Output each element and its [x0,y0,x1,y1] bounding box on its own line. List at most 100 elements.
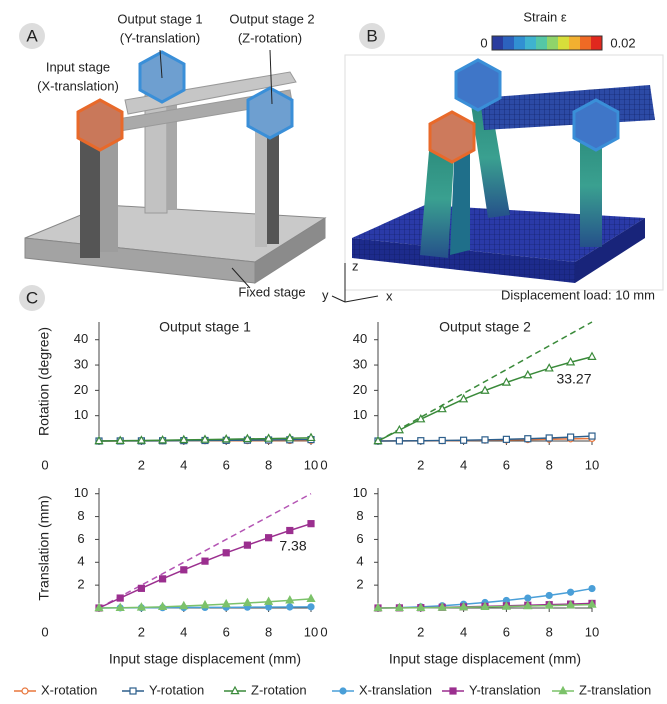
output-cube [574,100,618,150]
x-tick-label: 6 [223,457,230,472]
panel-b: B Strain ε 0 0.02 z y x Displacement loa… [322,9,663,303]
x-tick-label: 8 [265,457,272,472]
x-tick-label: 0 [320,624,327,639]
x-tick-label: 8 [265,624,272,639]
panel-label: A [26,26,38,45]
axis-arrow [332,296,345,302]
axis-arrow [345,296,378,302]
point [396,438,402,444]
colorbar-cell [591,36,603,50]
point [160,576,166,582]
annotation: Output stage 1 [117,11,202,26]
y-tick-label: 10 [353,485,367,500]
colorbar-cell [492,36,504,50]
x-tick-label: 8 [546,457,553,472]
annotation: (X-translation) [37,78,119,93]
pillar [100,140,118,252]
x-tick-label: 0 [41,624,48,639]
y-tick-label: 2 [356,577,363,592]
point [266,604,272,610]
colorbar-cell [503,36,515,50]
point [202,558,208,564]
point [223,550,229,556]
point [525,436,531,442]
y-tick-label: 20 [74,382,88,397]
colorbar-max: 0.02 [610,35,635,50]
y-axis-label: Rotation (degree) [36,327,52,436]
point [568,434,574,440]
value-label: 33.27 [556,370,591,386]
axis-name: y [322,287,329,302]
pillar [80,140,100,258]
x-tick-label: 4 [460,457,467,472]
x-tick-label: 10 [585,624,599,639]
point [503,436,509,442]
point [117,595,123,601]
legend-label: X-translation [359,682,432,697]
output-cube [248,88,292,138]
chart-title: Output stage 2 [439,319,531,335]
legend-marker [22,688,28,694]
input-cube [78,100,122,150]
colorbar-cell [558,36,570,50]
x-tick-label: 10 [304,457,318,472]
legend-label: Y-translation [469,682,541,697]
point [568,589,574,595]
annotation: (Y-translation) [120,30,200,45]
point [418,438,424,444]
x-tick-label: 6 [503,457,510,472]
legend-label: Z-translation [579,682,651,697]
point [461,437,467,443]
x-tick-label: 10 [585,457,599,472]
point [525,595,531,601]
point [307,595,314,602]
legend-label: Y-rotation [149,682,204,697]
y-tick-label: 6 [356,531,363,546]
series-line [378,357,592,441]
legend-marker [450,688,456,694]
figure: A Output stage 1 (Y-translation) Output … [0,0,667,704]
point [546,592,552,598]
x-tick-label: 0 [41,457,48,472]
point [588,353,595,360]
x-axis-label: Input stage displacement (mm) [389,651,581,667]
chart-title: Output stage 1 [159,319,251,335]
x-tick-label: 4 [180,457,187,472]
point [308,521,314,527]
point [589,433,595,439]
colorbar-cell [525,36,537,50]
x-tick-label: 6 [503,624,510,639]
point [439,437,445,443]
panel-a: A Output stage 1 (Y-translation) Output … [19,11,325,299]
colorbar-min: 0 [480,35,487,50]
point [266,535,272,541]
pillar [255,122,267,247]
point [589,586,595,592]
pillar [267,122,279,244]
y-tick-label: 40 [353,331,367,346]
colorbar-cell [514,36,526,50]
colorbar-cell [569,36,581,50]
x-tick-label: 2 [138,457,145,472]
y-tick-label: 8 [77,508,84,523]
point [308,604,314,610]
legend-marker [130,688,136,694]
annotation: Fixed stage [238,284,305,299]
annotation: Displacement load: 10 mm [501,287,655,302]
x-tick-label: 2 [417,624,424,639]
y-axis-label: Translation (mm) [36,495,52,600]
x-tick-label: 4 [460,624,467,639]
colorbar-cell [580,36,592,50]
point [482,437,488,443]
y-tick-label: 10 [74,407,88,422]
point [287,528,293,534]
x-tick-label: 8 [546,624,553,639]
x-tick-label: 4 [180,624,187,639]
x-tick-label: 2 [417,457,424,472]
y-tick-label: 4 [77,554,84,569]
x-axis-label: Input stage displacement (mm) [109,651,301,667]
axis-name: x [386,288,393,303]
legend-marker [340,688,346,694]
colorbar-cell [547,36,559,50]
y-tick-label: 8 [356,508,363,523]
